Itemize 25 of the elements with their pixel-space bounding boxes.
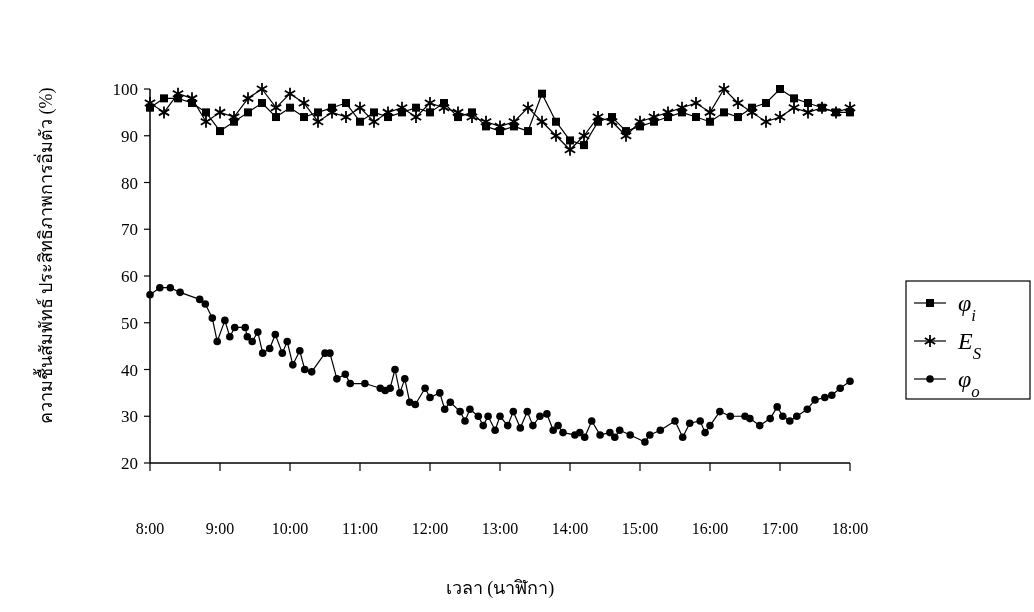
x-tick-label: 11:00 — [342, 520, 378, 537]
x-tick-label: 9:00 — [205, 520, 235, 537]
y-tick-label: 40 — [121, 360, 138, 380]
y-tick-label: 60 — [121, 267, 138, 286]
legend-label: φ$_{o}$ — [958, 366, 980, 401]
y-tick-label: 20 — [121, 454, 138, 473]
legend-label: φ$_{i}$ — [958, 290, 977, 325]
x-tick-label: 18:00 — [831, 520, 869, 537]
x-tick-label: 8:00 — [135, 520, 165, 537]
x-tick-label: 16:00 — [691, 520, 729, 537]
legend-label: E$_{S}$ — [957, 328, 982, 363]
y-tick-label: 70 — [121, 220, 138, 240]
x-tick-label: 14:00 — [551, 520, 589, 537]
x-tick-label: 17:00 — [761, 520, 799, 537]
y-tick-label: 30 — [121, 407, 138, 427]
y-axis-title: ความชื้นสัมพัทธ์ ประสิทธิภาพการอิ่มตัว (%) — [33, 87, 57, 425]
y-tick-label: 80 — [121, 173, 138, 193]
x-tick-label: 10:00 — [271, 520, 309, 537]
x-tick-label: 15:00 — [621, 520, 659, 537]
x-tick-label: 12:00 — [411, 520, 449, 537]
y-tick-label: 100 — [112, 80, 138, 99]
y-tick-label: 50 — [121, 313, 138, 333]
y-tick-label: 90 — [121, 126, 138, 146]
x-tick-label: 13:00 — [481, 520, 519, 537]
x-axis-title: เวลา (นาฬิกา) — [445, 578, 555, 599]
